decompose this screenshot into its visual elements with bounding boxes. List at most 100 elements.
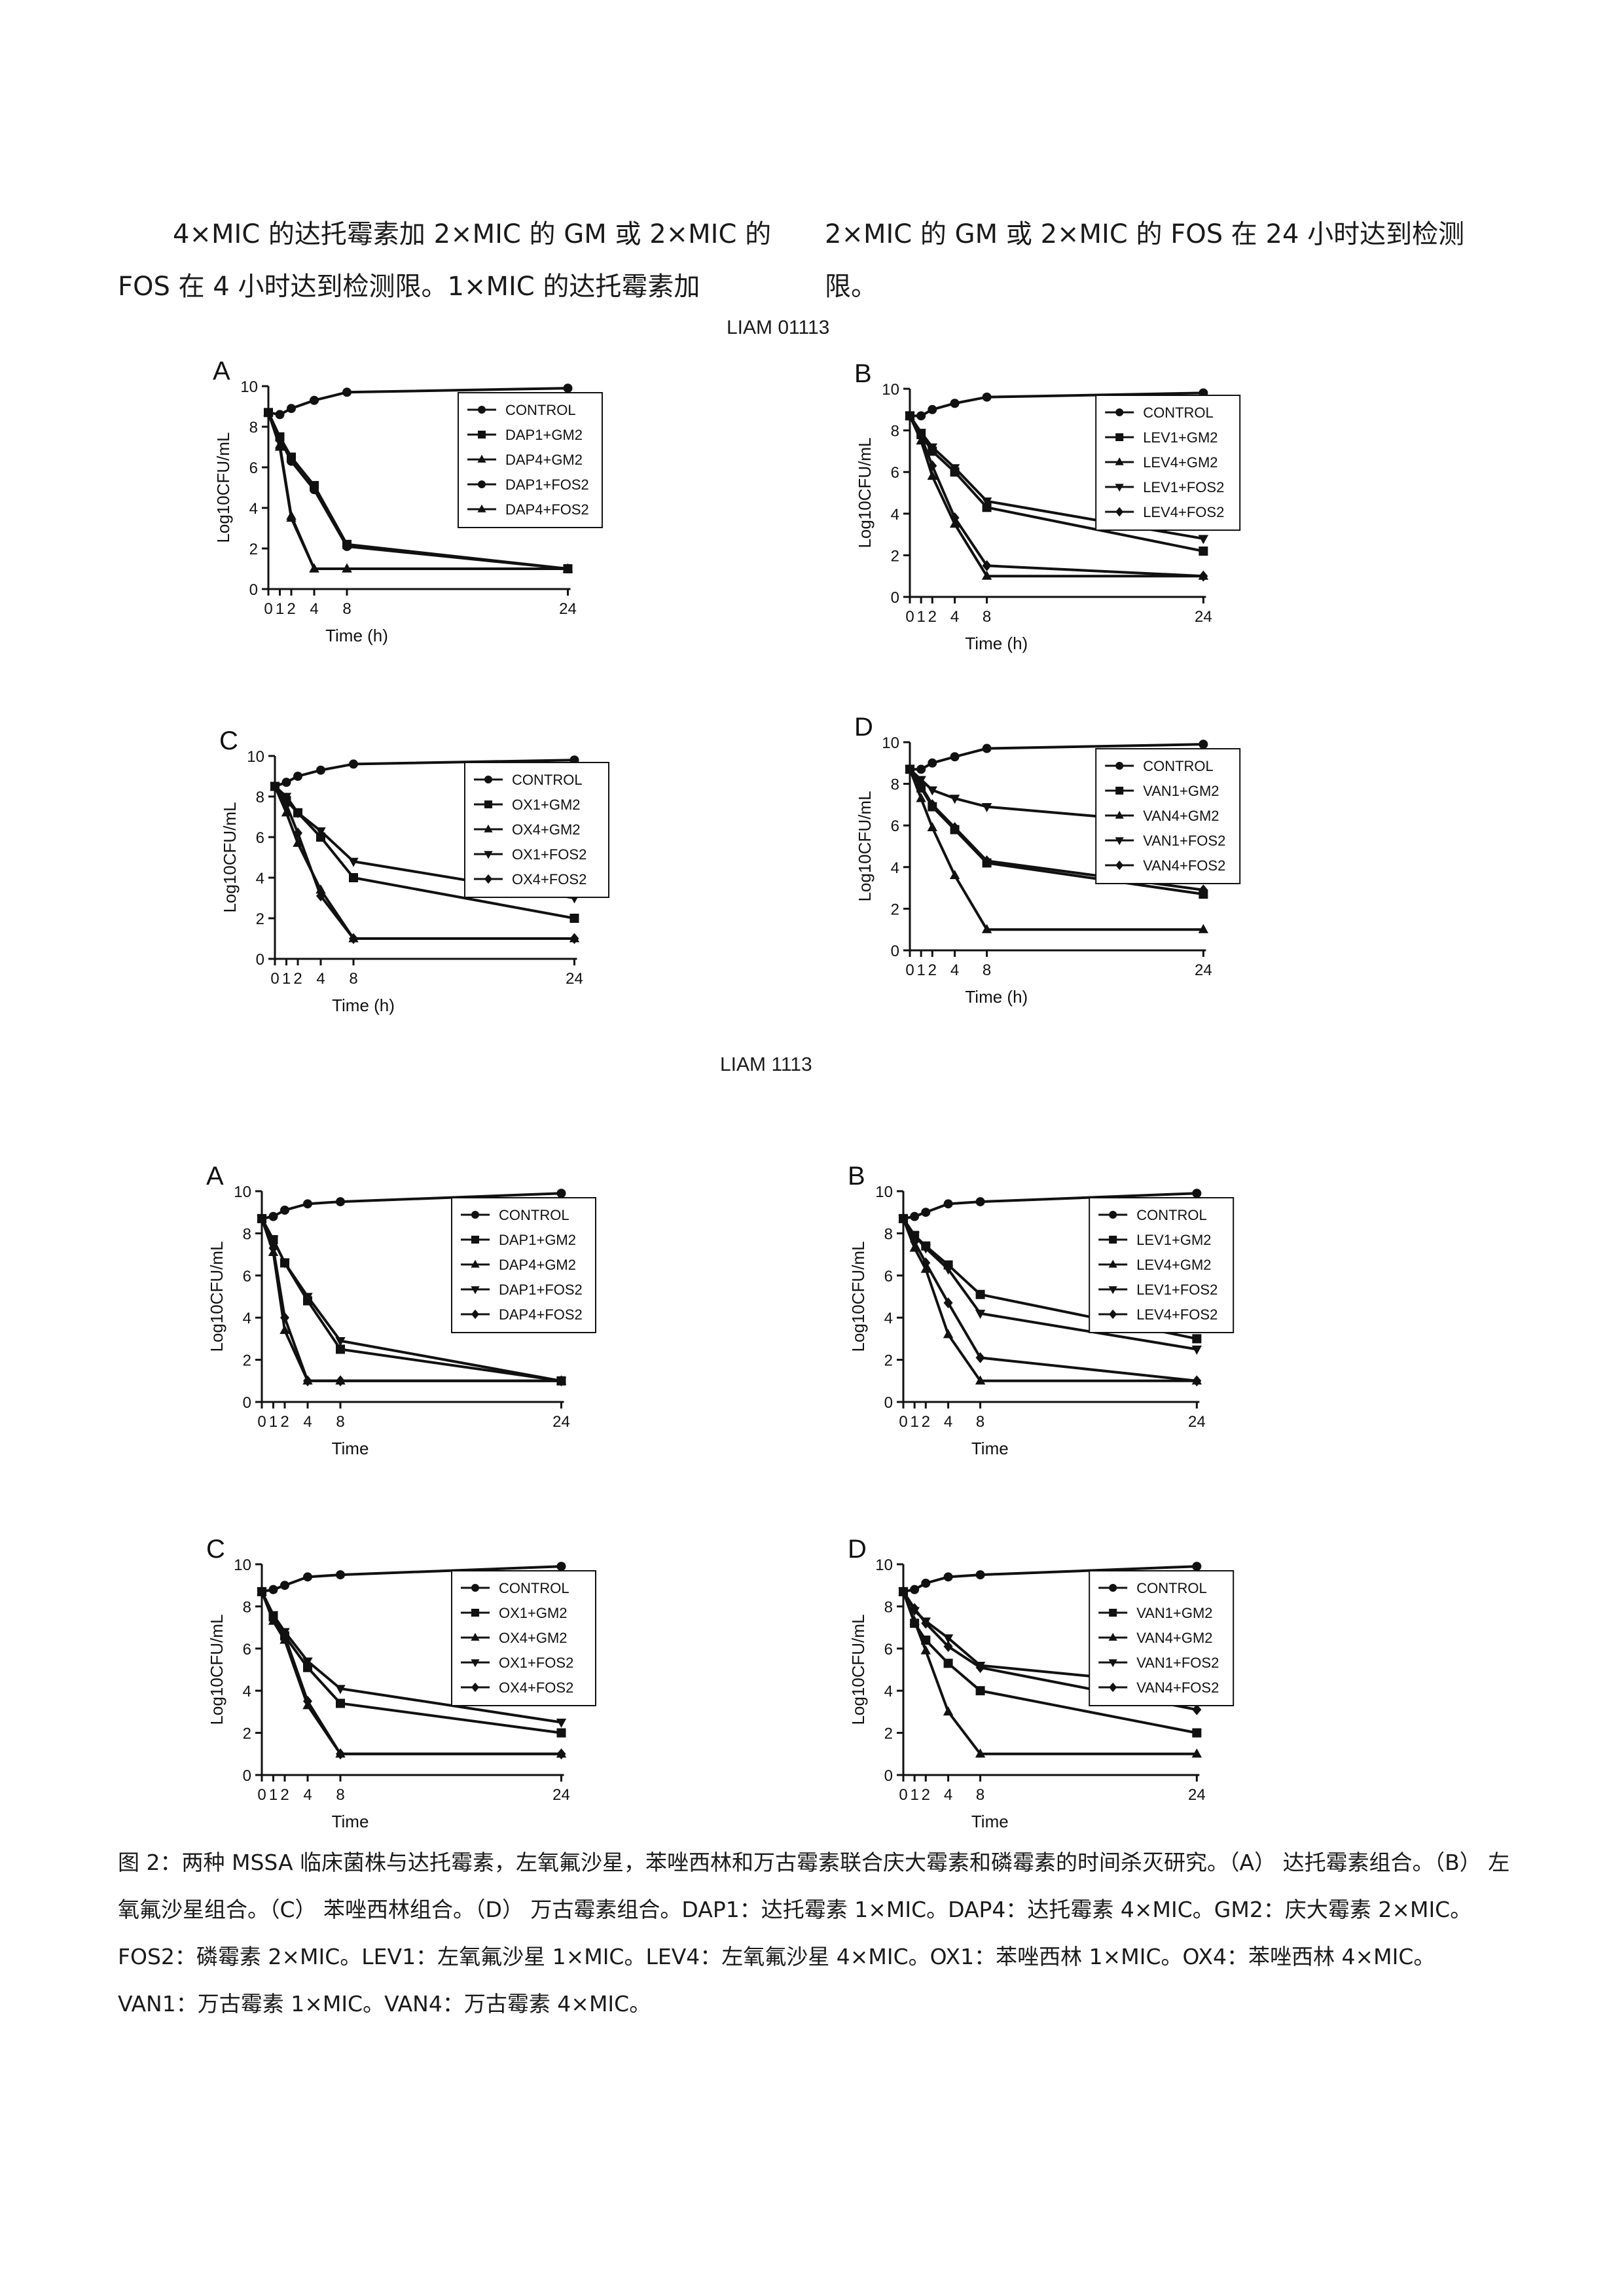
y-tick-label: 0	[884, 1767, 893, 1785]
legend-marker	[1115, 433, 1124, 441]
legend-marker	[1109, 1682, 1117, 1693]
y-tick-label: 2	[249, 541, 258, 558]
y-tick-label: 6	[891, 464, 899, 482]
data-point	[928, 460, 937, 472]
legend-label: OX1+GM2	[512, 797, 581, 813]
y-tick-label: 4	[884, 1683, 893, 1700]
section-title-liam-01113: LIAM 01113	[727, 317, 830, 338]
data-point	[975, 1289, 985, 1299]
y-tick-label: 4	[891, 506, 899, 524]
x-tick-label: 0	[270, 970, 279, 988]
data-point	[950, 752, 960, 762]
y-axis-label: Log10CFU/mL	[855, 791, 875, 901]
data-point	[920, 1645, 931, 1655]
data-point	[975, 1748, 986, 1758]
data-point	[293, 827, 302, 839]
legend-marker	[471, 1609, 479, 1617]
x-tick-label: 8	[983, 961, 991, 979]
data-point	[303, 1199, 312, 1209]
data-point	[336, 1375, 345, 1387]
data-point	[293, 837, 303, 847]
data-point	[286, 511, 297, 520]
data-point	[928, 404, 937, 414]
panel-label: C	[206, 1535, 225, 1564]
data-point	[927, 786, 937, 796]
x-tick-label: 24	[1195, 961, 1212, 979]
legend-label: CONTROL	[512, 772, 583, 788]
y-tick-label: 10	[882, 734, 899, 752]
data-point	[916, 411, 926, 421]
data-point	[949, 795, 960, 804]
y-axis-label: Log10CFU/mL	[848, 1614, 868, 1725]
series-control	[905, 388, 1208, 421]
body-text-right: 2×MIC 的 GM 或 2×MIC 的 FOS 在 24 小时达到检测限。	[825, 219, 1465, 302]
y-tick-label: 0	[891, 942, 899, 960]
data-point	[556, 1728, 566, 1738]
y-tick-label: 8	[884, 1225, 893, 1243]
legend-label: LEV4+GM2	[1136, 1257, 1211, 1273]
data-point	[280, 1259, 290, 1268]
data-point	[909, 1615, 920, 1625]
data-point	[927, 821, 937, 831]
data-point	[336, 1197, 345, 1207]
x-tick-label: 24	[1188, 1413, 1206, 1431]
data-point	[899, 1213, 908, 1225]
data-point	[342, 387, 352, 397]
data-point	[982, 560, 992, 571]
y-tick-label: 2	[243, 1352, 251, 1370]
data-point	[336, 1570, 345, 1580]
x-tick-label: 0	[899, 1413, 907, 1431]
data-point	[336, 1748, 345, 1760]
legend-label: VAN1+FOS2	[1143, 833, 1225, 849]
legend-marker	[484, 800, 492, 808]
legend-label: VAN1+GM2	[1136, 1605, 1212, 1621]
data-point	[916, 793, 926, 802]
x-tick-label: 2	[922, 1413, 930, 1431]
y-axis-label: Log10CFU/mL	[220, 802, 240, 912]
data-point	[280, 1312, 289, 1323]
data-point	[1199, 884, 1208, 896]
data-point	[303, 1662, 312, 1672]
x-tick-label: 0	[257, 1786, 266, 1804]
y-tick-label: 8	[891, 776, 899, 794]
data-point	[910, 1211, 920, 1221]
x-tick-label: 4	[310, 600, 318, 618]
legend-marker	[471, 1309, 479, 1319]
legend-marker	[471, 1259, 480, 1268]
data-point	[1192, 1189, 1202, 1198]
y-tick-label: 6	[243, 1641, 251, 1659]
data-point	[950, 399, 960, 408]
legend-label: DAP4+GM2	[499, 1257, 576, 1273]
data-point	[981, 924, 992, 933]
legend-label: DAP4+FOS2	[505, 501, 589, 518]
legend-label: CONTROL	[499, 1207, 569, 1223]
legend-marker	[1108, 1286, 1117, 1295]
legend-label: LEV1+GM2	[1143, 429, 1218, 446]
data-point	[302, 1293, 313, 1302]
x-axis-label: Time	[971, 1439, 1009, 1458]
data-point	[303, 1572, 312, 1582]
data-point	[280, 1581, 289, 1590]
data-point	[303, 1695, 312, 1707]
y-tick-label: 6	[884, 1641, 893, 1659]
data-point	[316, 765, 325, 775]
y-tick-label: 2	[891, 901, 899, 918]
data-point	[943, 1659, 953, 1668]
legend-marker	[484, 776, 492, 783]
y-tick-label: 8	[884, 1598, 893, 1616]
data-point	[257, 1586, 266, 1598]
legend-marker	[471, 1682, 479, 1693]
y-tick-label: 4	[249, 500, 258, 518]
data-point	[556, 1375, 566, 1387]
data-point	[556, 1718, 567, 1728]
body-paragraph-right: 2×MIC 的 GM 或 2×MIC 的 FOS 在 24 小时达到检测限。	[825, 208, 1506, 313]
data-point	[943, 1706, 954, 1715]
legend-marker	[1115, 484, 1124, 492]
legend-marker	[1115, 762, 1124, 770]
series-control	[899, 1562, 1202, 1596]
data-point	[336, 1698, 345, 1708]
legend-label: CONTROL	[1136, 1207, 1207, 1223]
